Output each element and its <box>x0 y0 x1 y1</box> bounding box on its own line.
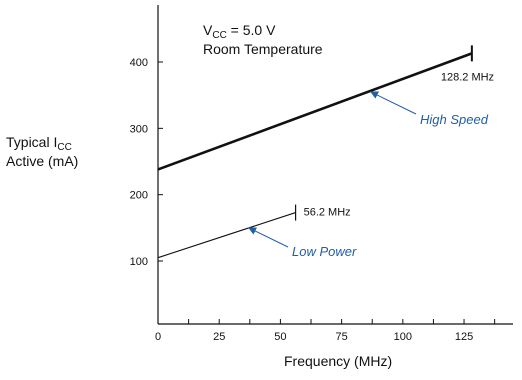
series-end-label: 56.2 MHz <box>304 207 351 219</box>
series-line-low-power <box>157 212 296 259</box>
x-tick-label: 25 <box>213 331 225 343</box>
y-axis-label-line2: Active (mA) <box>6 153 79 169</box>
y-tick-label: 100 <box>130 256 148 268</box>
axes <box>157 5 513 325</box>
series-end-label: 128.2 MHz <box>441 71 494 83</box>
annotations: 128.2 MHz 56.2 MHz High Speed Low Power <box>248 71 494 259</box>
series-lines <box>157 45 473 259</box>
y-ticks: 100 200 300 400 <box>130 57 163 268</box>
x-tick-label: 75 <box>335 331 347 343</box>
y-axis-label: Typical ICC Active (mA) <box>6 134 78 170</box>
vcc-main: V <box>203 22 213 38</box>
conditions-annotation: VCC = 5.0 V Room Temperature <box>203 22 323 58</box>
y-tick-label: 400 <box>130 57 148 69</box>
x-tick-label: 50 <box>274 331 286 343</box>
y-tick-label: 300 <box>130 123 148 135</box>
y-axis-label-sub: CC <box>57 142 72 153</box>
x-axis-label: Frequency (MHz) <box>284 353 393 369</box>
x-ticks: 0 25 50 75 100 125 <box>155 319 496 343</box>
series-line-high-speed <box>157 52 473 171</box>
x-tick-label: 0 <box>155 331 161 343</box>
y-axis-label-main: Typical I <box>6 134 58 150</box>
series-label-arrow <box>248 227 289 248</box>
x-tick-label: 100 <box>394 331 412 343</box>
series-name-high-speed: High Speed <box>420 112 489 127</box>
y-tick-label: 200 <box>130 190 148 202</box>
vcc-sub: CC <box>212 30 227 41</box>
temperature-label: Room Temperature <box>203 41 323 57</box>
series-label-arrow <box>370 91 417 115</box>
x-tick-label: 125 <box>455 331 473 343</box>
series-name-low-power: Low Power <box>292 244 357 259</box>
vcc-value: = 5.0 V <box>226 22 276 38</box>
